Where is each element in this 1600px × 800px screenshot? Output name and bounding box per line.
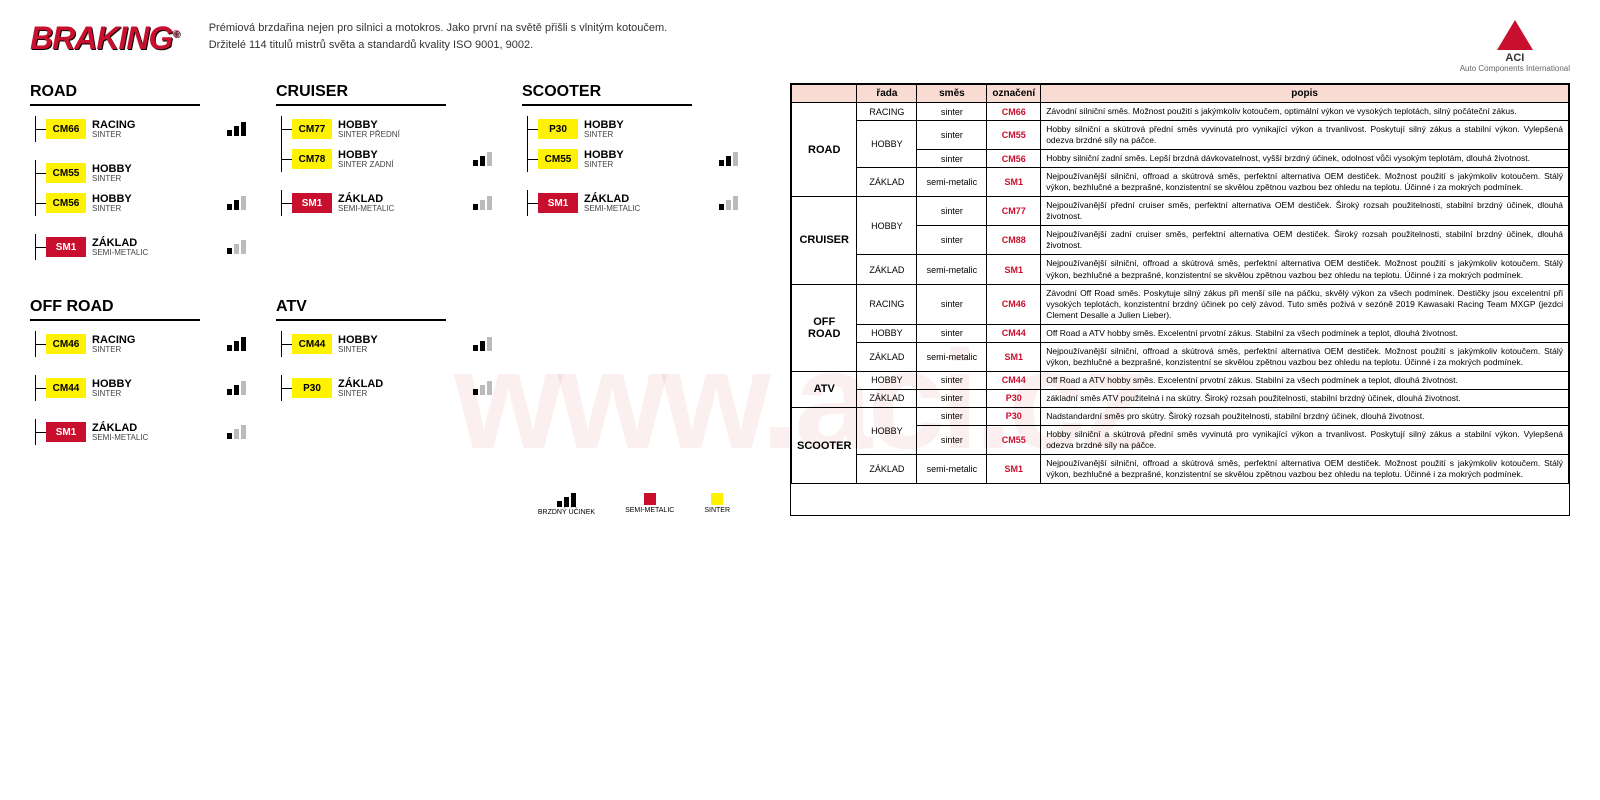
performance-bars xyxy=(473,337,492,351)
legend: BRZDNÝ ÚČINEK SEMI-METALIC SINTER xyxy=(30,493,730,516)
category-title: ATV xyxy=(276,298,446,321)
table-row: SCOOTERHOBBYsinterP30Nadstandardní směs … xyxy=(792,407,1569,425)
table-row: ZÁKLADsemi-metalicSM1Nejpoužívanější sil… xyxy=(792,168,1569,197)
diagram-panel: ROAD CM66RACINGSINTER CM55HOBBYSINTER CM56H… xyxy=(30,83,770,516)
spec-table: řadasměsoznačenípopisROADRACINGsinterCM6… xyxy=(790,83,1570,516)
performance-bars xyxy=(473,381,492,395)
header: BRAKING Prémiová brzdařina nejen pro sil… xyxy=(0,0,1600,83)
product-badge: CM44 xyxy=(292,334,332,354)
tagline: Prémiová brzdařina nejen pro silnici a m… xyxy=(209,20,1430,53)
table-row: ZÁKLADsemi-metalicSM1Nejpoužívanější sil… xyxy=(792,342,1569,371)
category-title: CRUISER xyxy=(276,83,446,106)
product-item: CM66RACINGSINTER xyxy=(36,116,276,142)
performance-bars xyxy=(227,196,246,210)
category-cruiser: CRUISER CM77HOBBYSINTER PŘEDNÍ CM78HOBBYSI… xyxy=(276,83,522,278)
product-badge: CM66 xyxy=(46,119,86,139)
product-badge: CM55 xyxy=(46,163,86,183)
product-item: CM77HOBBYSINTER PŘEDNÍ xyxy=(282,116,522,142)
performance-bars xyxy=(719,196,738,210)
product-item: CM44HOBBYSINTER xyxy=(36,375,276,401)
product-item: CM78HOBBYSINTER ZADNÍ xyxy=(282,146,522,172)
performance-bars xyxy=(227,240,246,254)
product-item: CM46RACINGSINTER xyxy=(36,331,276,357)
table-row: ZÁKLADsemi-metalicSM1Nejpoužívanější sil… xyxy=(792,455,1569,484)
product-item: CM55HOBBYSINTER xyxy=(528,146,768,172)
product-item: SM1ZÁKLADSEMI-METALIC xyxy=(282,190,522,216)
product-badge: CM46 xyxy=(46,334,86,354)
category-title: SCOOTER xyxy=(522,83,692,106)
table-row: HOBBYsinterCM44Off Road a ATV hobby směs… xyxy=(792,324,1569,342)
product-item: P30ZÁKLADSINTER xyxy=(282,375,522,401)
table-row: ZÁKLADsemi-metalicSM1Nejpoužívanější sil… xyxy=(792,255,1569,284)
product-badge: CM56 xyxy=(46,193,86,213)
aci-logo: ACI Auto Components International xyxy=(1460,20,1570,73)
table-row: HOBBYsinterCM55Hobby silniční a skútrová… xyxy=(792,121,1569,150)
product-badge: CM78 xyxy=(292,149,332,169)
table-row: OFF ROADRACINGsinterCM46Závodní Off Road… xyxy=(792,284,1569,324)
product-badge: CM55 xyxy=(538,149,578,169)
table-row: ZÁKLADsinterP30základní směs ATV použite… xyxy=(792,389,1569,407)
table-row: ROADRACINGsinterCM66Závodní silniční smě… xyxy=(792,103,1569,121)
table-row: ATVHOBBYsinterCM44Off Road a ATV hobby s… xyxy=(792,371,1569,389)
product-badge: CM44 xyxy=(46,378,86,398)
category-off-road: OFF ROAD CM46RACINGSINTER CM44HOBBYSINTER S… xyxy=(30,298,276,463)
performance-bars xyxy=(473,152,492,166)
product-item: CM55HOBBYSINTER xyxy=(36,160,276,186)
brand-logo: BRAKING xyxy=(30,20,179,57)
product-item: SM1ZÁKLADSEMI-METALIC xyxy=(36,234,276,260)
triangle-icon xyxy=(1497,20,1533,50)
category-scooter: SCOOTER P30HOBBYSINTER CM55HOBBYSINTER SM1Z… xyxy=(522,83,768,278)
product-badge: SM1 xyxy=(292,193,332,213)
performance-bars xyxy=(719,152,738,166)
product-item: SM1ZÁKLADSEMI-METALIC xyxy=(528,190,768,216)
product-badge: SM1 xyxy=(46,237,86,257)
category-road: ROAD CM66RACINGSINTER CM55HOBBYSINTER CM56H… xyxy=(30,83,276,278)
product-badge: P30 xyxy=(292,378,332,398)
product-item: P30HOBBYSINTER xyxy=(528,116,768,142)
product-item: SM1ZÁKLADSEMI-METALIC xyxy=(36,419,276,445)
performance-bars xyxy=(227,425,246,439)
product-badge: SM1 xyxy=(46,422,86,442)
performance-bars xyxy=(227,381,246,395)
product-badge: SM1 xyxy=(538,193,578,213)
product-badge: P30 xyxy=(538,119,578,139)
performance-bars xyxy=(473,196,492,210)
table-row: CRUISERHOBBYsinterCM77Nejpoužívanější př… xyxy=(792,197,1569,226)
category-atv: ATV CM44HOBBYSINTER P30ZÁKLADSINTER xyxy=(276,298,522,463)
product-item: CM56HOBBYSINTER xyxy=(36,190,276,216)
product-item: CM44HOBBYSINTER xyxy=(282,331,522,357)
category-title: ROAD xyxy=(30,83,200,106)
performance-bars xyxy=(227,122,246,136)
performance-bars xyxy=(227,337,246,351)
category-title: OFF ROAD xyxy=(30,298,200,321)
product-badge: CM77 xyxy=(292,119,332,139)
